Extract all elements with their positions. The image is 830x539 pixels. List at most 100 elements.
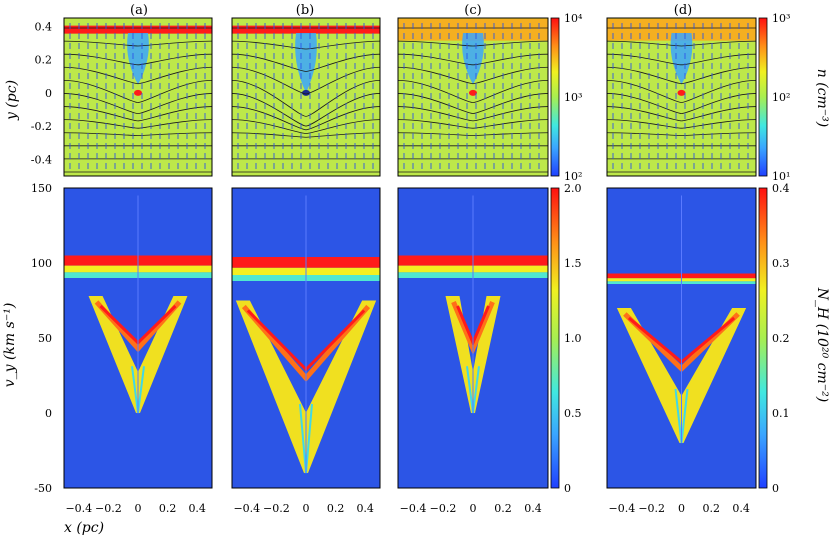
panel-label-b: (b)	[296, 3, 314, 18]
v-shape-arms-outer	[235, 300, 377, 473]
field-line	[231, 79, 381, 117]
colorbar-gradient	[550, 17, 560, 177]
colorbar-tick-label: 10³	[564, 91, 582, 104]
field-line	[397, 106, 549, 122]
field-line	[63, 106, 213, 122]
bottom-panel-a	[63, 187, 213, 489]
bottom-x-tick-label: −0.2	[430, 502, 457, 515]
bottom-x-tick-label: −0.2	[638, 502, 665, 515]
field-line	[231, 132, 381, 138]
colorbar-tick-label: 10⁴	[564, 12, 583, 25]
bottom-x-tick-label: −0.4	[233, 502, 260, 515]
bottom-panel-frame	[63, 187, 213, 489]
field-line	[397, 79, 549, 103]
top-panel-frame	[606, 17, 757, 177]
dense-shell-band	[607, 18, 756, 41]
top-y-tick-label: -0.4	[31, 153, 52, 166]
top-colorbar-left: 10⁴ 10³ 10²	[550, 12, 583, 183]
field-line	[63, 66, 213, 85]
field-line	[606, 53, 757, 66]
bottom-x-tick-label: −0.2	[95, 502, 122, 515]
top-panel-frame	[231, 17, 381, 177]
top-row-panels	[63, 17, 757, 177]
top-colorbar-right: 10³ 10² 10¹	[758, 12, 790, 183]
dense-shell-band	[64, 25, 212, 34]
colorbars: 10⁴ 10³ 10² 10³ 10² 10¹ 2.0 1.5 1.0 0.5 0 0.4 0.3 0.2…	[550, 12, 790, 495]
bottom-x-tick-label: −0.4	[609, 502, 636, 515]
bottom-x-tick-label: 0.2	[159, 502, 177, 515]
bottom-x-tick-label: 0.2	[703, 502, 721, 515]
bottom-panel-frame	[231, 187, 381, 489]
panel-label-d: (d)	[674, 3, 692, 18]
panel-label-a: (a)	[130, 3, 148, 18]
field-line	[397, 93, 549, 114]
top-y-tick-label: 0	[45, 87, 52, 100]
top-panel-d	[606, 17, 757, 177]
colorbar-tick-label: 1.0	[564, 332, 582, 345]
bottom-x-tick-label: 0.2	[327, 502, 345, 515]
bottom-x-tick-label: 0.4	[524, 502, 542, 515]
bottom-panel-frame	[397, 187, 549, 489]
field-line	[397, 66, 549, 85]
bottom-y-tick-label: 150	[31, 182, 52, 195]
dense-core	[134, 89, 142, 96]
field-line	[231, 66, 381, 95]
field-line	[63, 79, 213, 103]
field-line	[63, 132, 213, 136]
top-y-tick-label: 0.2	[35, 54, 53, 67]
dense-core	[469, 89, 477, 96]
dense-shell-band	[398, 18, 548, 41]
bottom-colorbar-label-right: N_H (10²⁰ cm⁻²)	[814, 287, 830, 402]
field-line	[606, 93, 757, 114]
colorbar-tick-label: 1.5	[564, 257, 582, 270]
field-line	[231, 40, 381, 50]
bottom-x-tick-label: 0	[470, 502, 477, 515]
bottom-y-axis-label: v_y (km s⁻¹)	[2, 303, 18, 388]
top-y-tick-label: 0.4	[35, 20, 53, 33]
bottom-y-tick-label: -50	[34, 482, 52, 495]
top-panel-a	[63, 17, 213, 177]
v-shape-arms-outer	[445, 296, 501, 413]
bottom-colorbar-right: 0.4 0.3 0.2 0.1 0	[758, 182, 790, 495]
colorbar-tick-label: 0.2	[772, 332, 790, 345]
colorbar-tick-label: 0	[772, 482, 779, 495]
top-panel-c	[397, 17, 549, 177]
colorbar-gradient	[758, 187, 768, 489]
bottom-x-tick-label: 0	[135, 502, 142, 515]
field-line	[63, 53, 213, 66]
colorbar-tick-label: 10²	[772, 91, 790, 104]
bottom-panel-frame	[606, 187, 757, 489]
field-line	[231, 53, 381, 72]
field-line	[397, 53, 549, 66]
bottom-y-tick-label: 100	[31, 257, 52, 270]
bottom-x-tick-label: −0.4	[400, 502, 427, 515]
field-line	[63, 119, 213, 129]
field-line	[606, 119, 757, 129]
panel-label-c: (c)	[464, 3, 481, 18]
dense-core	[677, 89, 686, 96]
colorbar-tick-label: 0.3	[772, 257, 790, 270]
field-line	[606, 66, 757, 85]
bottom-panel-c	[397, 187, 549, 489]
top-panel-b	[231, 17, 381, 177]
bottom-y-tick-label: 0	[45, 407, 52, 420]
top-y-tick-label: -0.2	[31, 120, 52, 133]
colorbar-tick-label: 10²	[564, 170, 582, 183]
bottom-x-tick-label: −0.4	[65, 502, 92, 515]
colorbar-gradient	[550, 187, 560, 489]
top-panel-frame	[63, 17, 213, 177]
dense-shell-band	[232, 25, 380, 34]
v-shape-arms-outer	[88, 296, 188, 413]
colorbar-tick-label: 2.0	[564, 182, 582, 195]
field-line	[231, 93, 381, 127]
bottom-x-tick-label: 0	[678, 502, 685, 515]
colorbar-tick-label: 0.4	[772, 182, 790, 195]
bottom-panel-b	[231, 187, 381, 489]
bottom-x-tick-label: 0	[303, 502, 310, 515]
bottom-panel-d	[606, 187, 757, 489]
field-line	[606, 79, 757, 103]
colorbar-tick-label: 10¹	[772, 170, 790, 183]
field-line	[63, 40, 213, 47]
